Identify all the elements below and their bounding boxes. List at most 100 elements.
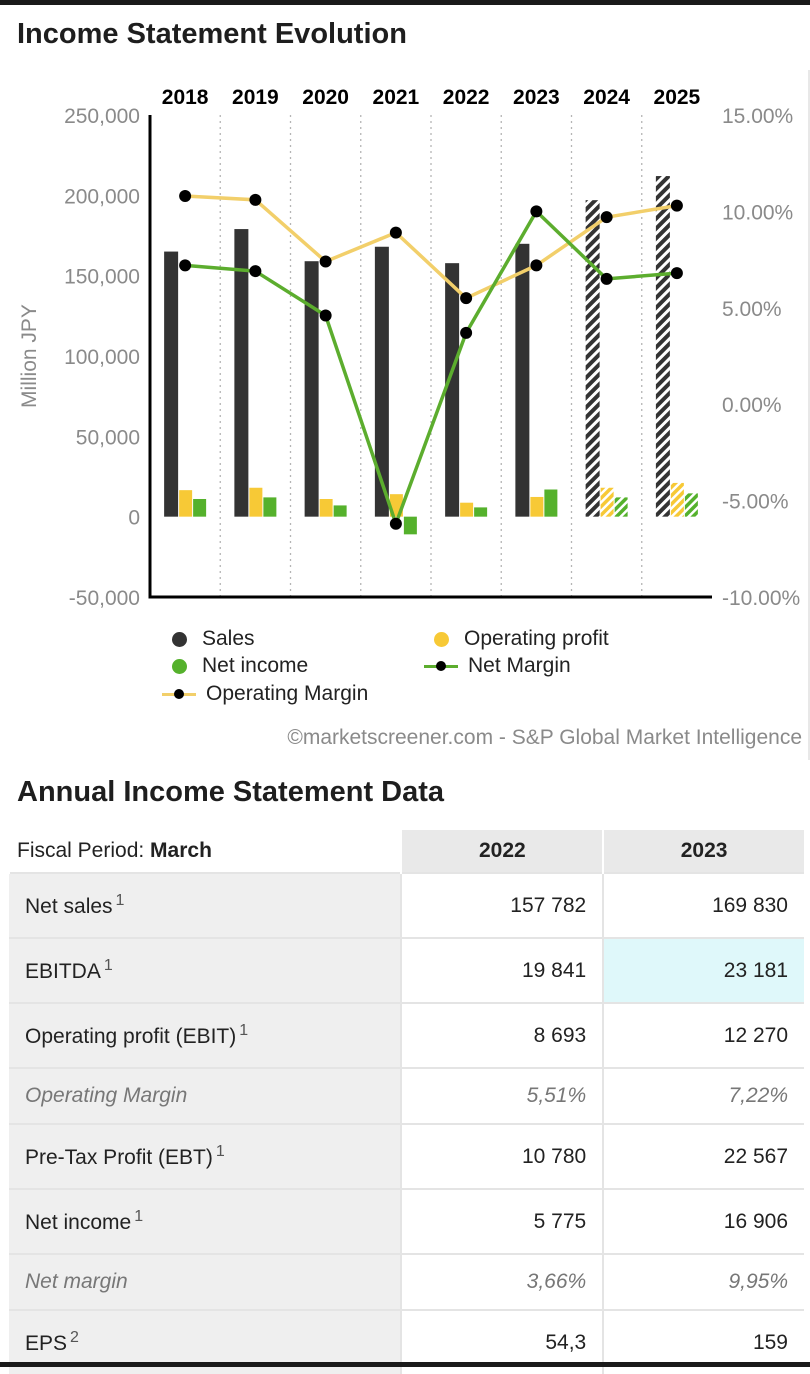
operating-profit-bar xyxy=(460,502,474,517)
y2-tick-label: 10.00% xyxy=(722,201,793,224)
x-tick-label: 2024 xyxy=(583,86,630,109)
net-margin-point xyxy=(319,309,332,322)
y-axis-title: Million JPY xyxy=(18,304,41,408)
value-cell: 16 906 xyxy=(602,1188,804,1254)
net-margin-line xyxy=(184,209,678,526)
value-cell: 19 841 xyxy=(400,937,604,1003)
value-cell: 157 782 xyxy=(400,872,604,938)
fiscal-period-cell: Fiscal Period: March xyxy=(7,830,402,873)
table-row: Pre-Tax Profit (EBT) 1 10 780 22 567 xyxy=(9,1123,804,1189)
sales-bar xyxy=(585,200,600,517)
top-border xyxy=(0,0,810,5)
legend-operating-margin: Operating Margin xyxy=(162,682,368,706)
net-income-bar xyxy=(333,505,347,517)
operating-margin-point xyxy=(460,292,473,305)
x-tick-label: 2019 xyxy=(232,86,279,109)
row-label: Operating profit (EBIT) 1 xyxy=(9,1002,402,1068)
operating-margin-line-icon xyxy=(162,686,196,702)
row-label: Net margin xyxy=(9,1253,402,1310)
table-row: Net income 1 5 775 16 906 xyxy=(9,1188,804,1254)
operating-margin-point xyxy=(389,226,402,239)
net-income-bar xyxy=(614,497,628,517)
net-income-bar xyxy=(474,507,488,517)
net-margin-point xyxy=(670,267,683,280)
legend-operating-margin-label: Operating Margin xyxy=(206,682,369,705)
income-chart: 250,000 200,000 150,000 100,000 50,000 0 -50,0… xyxy=(18,86,800,610)
legend-sales: Sales xyxy=(172,627,255,651)
operating-margin-point xyxy=(530,259,543,272)
net-margin-line-icon xyxy=(424,658,458,674)
operating-profit-bar xyxy=(319,498,333,517)
net-income-bar xyxy=(263,497,277,517)
legend-net-margin: Net Margin xyxy=(424,654,571,678)
operating-profit-bar xyxy=(179,490,193,517)
footnote-marker: 1 xyxy=(103,957,113,974)
y-tick-label: 50,000 xyxy=(76,426,140,449)
net-margin-point xyxy=(530,205,543,218)
y2-tick-label: 5.00% xyxy=(722,298,782,321)
legend-operating-profit-label: Operating profit xyxy=(464,627,609,650)
operating-margin-point xyxy=(179,189,192,202)
legend-sales-label: Sales xyxy=(202,627,255,650)
value-cell: 9,95% xyxy=(602,1253,804,1310)
x-tick-label: 2023 xyxy=(513,86,560,109)
net-income-bar xyxy=(544,489,558,517)
column-header-2022: 2022 xyxy=(400,830,604,873)
x-tick-label: 2020 xyxy=(302,86,349,109)
sales-bar xyxy=(234,229,249,517)
operating-profit-bar xyxy=(600,487,614,517)
y-tick-label: 0 xyxy=(128,507,140,530)
value-cell: 10 780 xyxy=(400,1123,604,1189)
net-income-bar xyxy=(193,498,207,517)
chart-credit: ©marketscreener.com - S&P Global Market … xyxy=(287,726,802,749)
value-cell: 169 830 xyxy=(602,872,804,938)
x-tick-label: 2022 xyxy=(443,86,490,109)
y2-tick-label: 0.00% xyxy=(722,394,782,417)
footnote-marker: 1 xyxy=(215,1143,225,1160)
value-cell: 5 775 xyxy=(400,1188,604,1254)
operating-margin-point xyxy=(249,193,262,206)
chart-legend: Sales Operating profit Net income Net Ma… xyxy=(0,624,810,714)
table-row: Operating profit (EBIT) 1 8 693 12 270 xyxy=(9,1002,804,1068)
table-title: Annual Income Statement Data xyxy=(17,776,445,808)
y-tick-label: 250,000 xyxy=(64,105,140,128)
x-tick-label: 2021 xyxy=(373,86,420,109)
net-margin-point xyxy=(389,517,402,530)
sales-bar xyxy=(515,243,530,517)
footnote-marker: 1 xyxy=(239,1022,249,1039)
legend-operating-profit: Operating profit xyxy=(434,627,609,651)
row-label: Net sales 1 xyxy=(9,872,402,938)
value-cell: 5,51% xyxy=(400,1067,604,1124)
value-cell: 12 270 xyxy=(602,1002,804,1068)
y-tick-label: 200,000 xyxy=(64,185,140,208)
y-tick-label: 100,000 xyxy=(64,346,140,369)
footnote-marker: 1 xyxy=(115,892,125,909)
table-row: Net margin 3,66% 9,95% xyxy=(9,1253,804,1310)
y2-tick-label: -10.00% xyxy=(722,587,800,610)
right-divider xyxy=(808,70,810,760)
operating-margin-point xyxy=(319,255,332,268)
value-cell: 8 693 xyxy=(400,1002,604,1068)
footnote-marker: 2 xyxy=(70,1329,79,1346)
table-header-row: Fiscal Period: March 2022 2023 xyxy=(7,830,804,873)
bottom-border xyxy=(0,1362,810,1367)
operating-margin-line xyxy=(185,194,678,300)
sales-dot-icon xyxy=(172,631,187,647)
net-margin-point xyxy=(460,326,473,339)
legend-net-income-label: Net income xyxy=(202,654,309,677)
sales-bar xyxy=(655,176,670,517)
net-margin-point xyxy=(179,259,192,272)
fiscal-period-value: March xyxy=(150,839,212,862)
value-cell: 7,22% xyxy=(602,1067,804,1124)
net-income-dot-icon xyxy=(172,658,187,674)
operating-margin-point xyxy=(670,199,683,212)
x-tick-label: 2018 xyxy=(162,86,209,109)
column-header-2023: 2023 xyxy=(602,830,804,873)
highlighted-value-cell: 23 181 xyxy=(602,937,804,1003)
operating-profit-dot-icon xyxy=(434,631,449,647)
y-tick-label: 150,000 xyxy=(64,266,140,289)
y2-tick-label: 15.00% xyxy=(722,105,793,128)
operating-margin-point xyxy=(600,211,613,224)
row-label: Pre-Tax Profit (EBT) 1 xyxy=(9,1123,402,1189)
x-tick-label: 2025 xyxy=(654,86,701,109)
